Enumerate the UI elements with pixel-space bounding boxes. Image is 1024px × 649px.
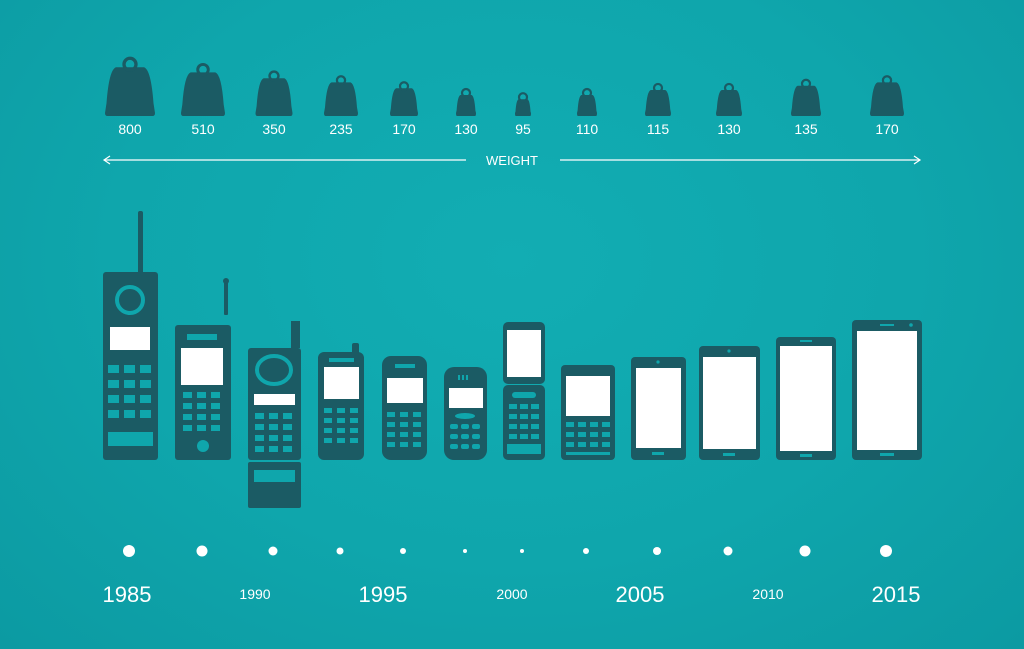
weight-item: 115 xyxy=(645,82,671,137)
timeline-dot xyxy=(268,546,278,556)
weight-icon xyxy=(390,88,418,116)
timeline-dot xyxy=(123,545,135,557)
smartphone-icon xyxy=(852,320,922,460)
small-bar-phone-icon xyxy=(561,365,615,460)
year-label: 2005 xyxy=(616,582,665,607)
weight-value: 800 xyxy=(118,121,142,137)
weight-ring-icon xyxy=(581,87,593,99)
smartphone-icon xyxy=(699,346,760,460)
weight-ring-icon xyxy=(122,56,138,72)
weight-value: 130 xyxy=(717,121,741,137)
weight-icon xyxy=(456,95,476,116)
weights-row: 800 510 350 235 170 130 95 110 115 130 135 170 xyxy=(105,56,904,137)
weight-item: 235 xyxy=(324,75,358,137)
timeline-dot xyxy=(400,548,406,554)
compact-phone-icon xyxy=(382,356,427,460)
weight-ring-icon xyxy=(881,75,893,86)
weight-value: 510 xyxy=(191,121,215,137)
weight-item: 510 xyxy=(181,62,225,137)
year-label: 1985 xyxy=(103,582,152,607)
flip-antenna-phone-icon xyxy=(248,321,301,508)
year-label: 2010 xyxy=(752,586,783,602)
timeline-dot xyxy=(520,549,524,553)
weight-value: 110 xyxy=(576,121,599,137)
rounded-phone-icon xyxy=(444,367,487,460)
weight-value: 130 xyxy=(454,121,478,137)
timeline-dot xyxy=(336,547,344,555)
weight-ring-icon xyxy=(335,75,347,86)
weight-icon xyxy=(324,82,358,116)
smartphone-icon xyxy=(776,337,836,460)
weight-icon xyxy=(105,67,155,116)
year-label: 1990 xyxy=(239,586,270,602)
weight-icon xyxy=(577,95,597,116)
arrow-left-icon xyxy=(102,155,111,165)
weight-ring-icon xyxy=(652,82,664,94)
weight-ring-icon xyxy=(268,70,280,82)
weight-item: 350 xyxy=(255,70,293,137)
bar-antenna-phone-icon xyxy=(175,278,231,460)
year-label: 2000 xyxy=(496,586,527,602)
weight-icon xyxy=(255,78,293,116)
year-labels: 1985 1990 1995 2000 2005 2010 2015 xyxy=(103,582,921,607)
weight-ring-icon xyxy=(800,78,812,89)
weight-item: 95 xyxy=(515,92,531,137)
weight-value: 170 xyxy=(875,121,899,137)
year-label: 2015 xyxy=(872,582,921,607)
weight-icon xyxy=(716,89,742,116)
timeline-dot xyxy=(653,547,661,555)
brick-antenna-phone-icon xyxy=(103,211,158,460)
weight-value: 135 xyxy=(794,121,818,137)
year-label: 1995 xyxy=(359,582,408,607)
weight-axis: WEIGHT xyxy=(102,153,922,168)
weight-ring-icon xyxy=(398,81,410,92)
weight-ring-icon xyxy=(196,62,210,77)
weight-icon xyxy=(515,99,531,116)
timeline-dot xyxy=(196,545,208,557)
weight-ring-icon xyxy=(723,82,735,94)
weight-value: 115 xyxy=(647,121,670,137)
weight-item: 130 xyxy=(454,87,478,137)
weight-axis-label: WEIGHT xyxy=(486,153,538,168)
weight-item: 110 xyxy=(576,87,599,137)
weight-icon xyxy=(791,85,821,116)
weight-item: 800 xyxy=(105,56,155,137)
weight-item: 135 xyxy=(791,78,821,137)
arrow-right-icon xyxy=(913,155,922,165)
timeline-dots xyxy=(123,545,892,557)
weight-icon xyxy=(181,72,225,116)
phones-row xyxy=(103,211,922,508)
weight-value: 235 xyxy=(329,121,353,137)
weight-item: 170 xyxy=(870,75,904,137)
weight-ring-icon xyxy=(517,92,529,103)
candybar-stub-phone-icon xyxy=(318,343,364,460)
weight-value: 350 xyxy=(262,121,286,137)
timeline-dot xyxy=(723,546,733,556)
weight-value: 170 xyxy=(392,121,416,137)
smartphone-icon xyxy=(631,357,686,460)
timeline-dot xyxy=(583,548,589,554)
slider-phone-icon xyxy=(503,322,545,460)
weight-item: 130 xyxy=(716,82,742,137)
timeline-dot xyxy=(463,549,467,553)
weight-icon xyxy=(645,89,671,116)
weight-value: 95 xyxy=(515,121,531,137)
weight-ring-icon xyxy=(460,87,472,99)
timeline-dot xyxy=(880,545,892,557)
weight-item: 170 xyxy=(390,81,418,137)
weight-icon xyxy=(870,82,904,116)
timeline-dot xyxy=(799,545,811,557)
